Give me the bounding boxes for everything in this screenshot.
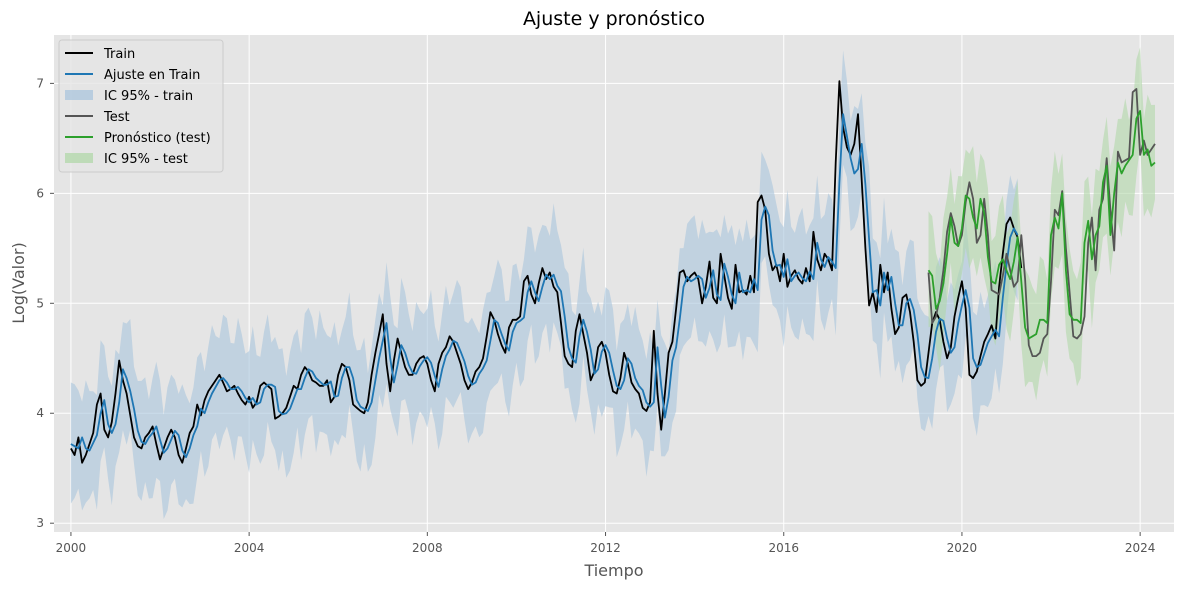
chart-title: Ajuste y pronóstico — [523, 8, 705, 30]
legend-label-ci_test: IC 95% - test — [104, 152, 188, 167]
y-tick-label: 5 — [36, 296, 44, 310]
ci-band-train — [70, 50, 1018, 520]
y-axis-label: Log(Valor) — [9, 242, 28, 323]
x-tick-label: 2012 — [590, 541, 621, 555]
series-line-train — [70, 80, 1023, 464]
legend: Train Ajuste en Train IC 95% - train Test Pr… — [58, 39, 224, 173]
y-tick-label: 6 — [36, 186, 44, 200]
legend-label-train: Train — [103, 47, 135, 62]
x-tick-label: 2000 — [56, 541, 87, 555]
legend-label-forecast: Pronóstico (test) — [104, 131, 211, 146]
y-tick-label: 3 — [36, 516, 44, 530]
series-line-fit — [70, 113, 1019, 459]
y-tick-label: 7 — [36, 76, 44, 90]
y-tick-label: 4 — [36, 406, 44, 420]
legend-label-test: Test — [103, 110, 130, 125]
legend-swatch-ci_train — [65, 90, 93, 100]
x-axis-label: Tiempo — [583, 561, 643, 580]
y-axis: 3 4 5 6 7 — [36, 76, 54, 530]
series-line-forecast — [927, 110, 1156, 340]
x-tick-label: 2024 — [1125, 541, 1156, 555]
legend-label-fit: Ajuste en Train — [104, 68, 200, 83]
legend-box — [58, 39, 224, 173]
x-tick-label: 2004 — [234, 541, 265, 555]
legend-label-ci_train: IC 95% - train — [104, 89, 193, 104]
series-lines — [70, 80, 1156, 464]
x-axis: 2000 2004 2008 2012 2016 2020 2024 — [56, 532, 1156, 555]
x-tick-label: 2016 — [768, 541, 799, 555]
legend-swatch-ci_test — [65, 153, 93, 163]
x-tick-label: 2008 — [412, 541, 443, 555]
x-tick-label: 2020 — [947, 541, 978, 555]
